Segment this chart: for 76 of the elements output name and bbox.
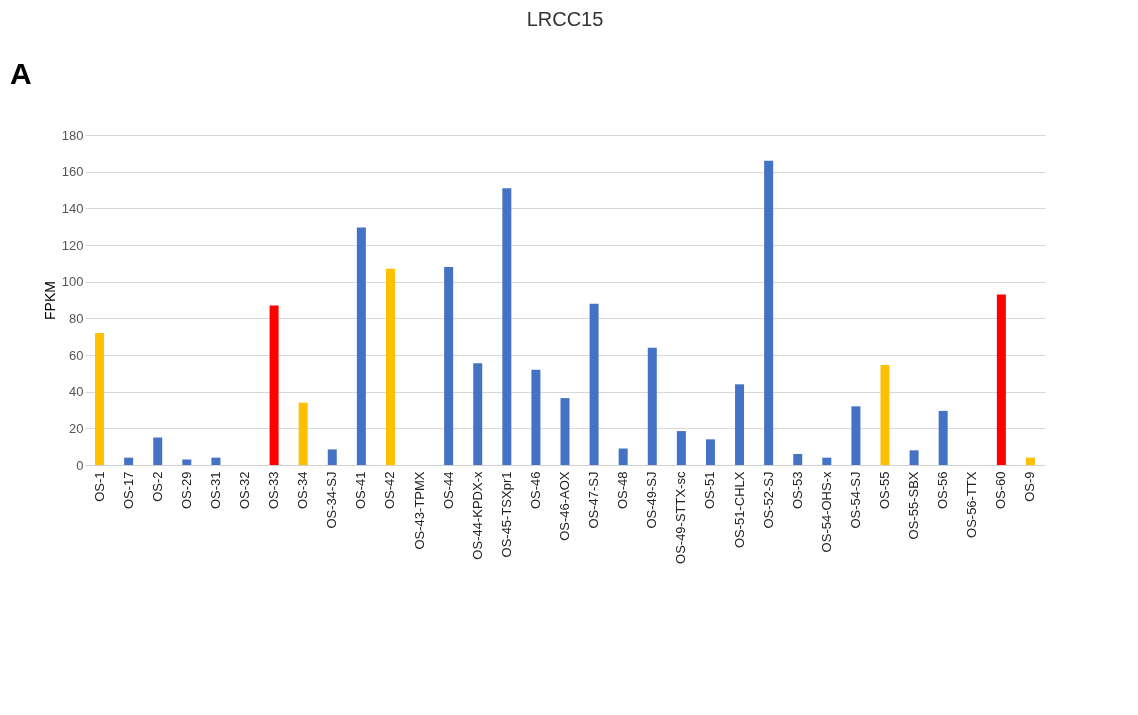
y-tick-label: 180 [61,127,84,143]
x-tick-label: OS-53 [789,471,805,510]
bar [385,268,395,465]
bar [764,160,774,465]
x-tick-label: OS-44 [440,471,456,510]
x-tick-label: OS-32 [237,471,252,510]
x-tick-label: OS-42 [382,471,398,510]
y-tick-label: 40 [69,384,84,400]
bar [851,406,861,465]
x-tick-label: OS-56-TTX [964,471,980,538]
x-tick-label: OS-47-SJ [586,471,602,529]
bar [182,459,192,465]
y-tick-label: 140 [61,200,84,216]
x-tick-label: OS-43-TPMX [411,471,427,550]
text: A [10,57,32,90]
x-tick-label: OS-29 [178,471,194,510]
bar [124,457,134,465]
bar [735,384,745,465]
x-tick-label: OS-45-TSXpr1 [498,471,514,558]
x-tick-label: OS-2 [149,471,165,502]
x-tick-label: OS-17 [120,471,136,510]
bar [444,267,454,465]
bar [356,227,366,465]
bar [153,437,163,465]
chart-title: LRCC15 [526,8,604,30]
y-tick-label: 0 [76,457,84,473]
x-tick-label: OS-44-KPDX-x [469,471,485,560]
x-tick-label: OS-34 [295,471,311,510]
x-tick-label: OS-34-SJ [324,471,340,529]
y-tick-label: 160 [61,164,84,180]
y-tick-label: 20 [69,420,84,436]
y-tick-label: 60 [69,347,84,363]
x-tick-label: OS-49-SJ [644,471,660,529]
x-tick-label: OS-48 [615,471,631,510]
x-tick-label: OS-31 [207,471,223,510]
bar [996,294,1006,465]
x-tick-label: OS-46 [527,471,543,510]
bar [298,402,308,465]
bar [705,439,715,465]
bar [531,369,541,465]
x-tick-label: OS-55-SBX [906,471,922,540]
x-tick-label: OS-56 [935,471,951,510]
x-tick-label: OS-52-SJ [760,471,776,529]
x-tick-label: OS-51 [702,471,718,510]
bar [327,449,337,465]
x-tick-label: OS-9 [1022,471,1038,502]
bar [502,188,512,465]
x-tick-label: OS-54-SJ [847,471,863,529]
y-tick-label: 100 [61,274,84,290]
x-tick-label: OS-55 [877,471,892,510]
bar [676,431,686,465]
x-tick-label: OS-60 [993,471,1009,510]
bar [1025,457,1035,465]
x-tick-label: OS-54-OHS-x [818,471,834,553]
y-tick-label: 120 [61,237,84,253]
x-tick-label: OS-49-STTX-sc [673,471,689,564]
bar [95,333,105,465]
x-tick-label: OS-1 [91,471,107,502]
x-tick-label: OS-41 [353,471,369,510]
x-tick-label: OS-33 [266,471,282,510]
bar [822,457,832,465]
bar [269,305,279,465]
y-tick-label: 80 [69,310,84,326]
y-axis-title: FPKM [41,281,58,320]
bar [909,450,919,465]
bar [560,398,570,465]
bar [473,363,483,465]
x-tick-label: OS-46-AOX [557,471,572,541]
bar [618,448,628,465]
bar [793,454,803,465]
bar [938,410,948,465]
bar [647,347,657,465]
x-tick-label: OS-51-CHLX [731,471,747,549]
bar [880,365,890,465]
bar [589,303,599,465]
bar [211,457,221,465]
